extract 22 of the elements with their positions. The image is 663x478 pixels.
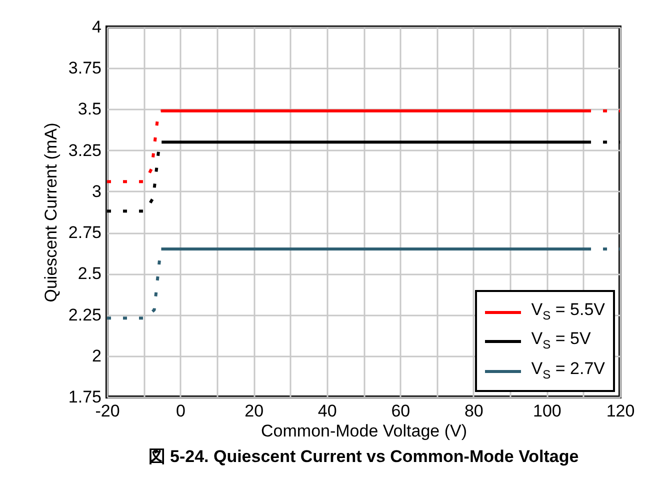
y-tick-label: 2.5 [78,264,102,284]
x-tick-label: 100 [533,402,562,420]
x-tick-label: 80 [464,402,484,420]
y-tick-label: 4 [92,18,102,36]
y-tick-label: 3.75 [68,58,102,78]
y-tick-label: 2.25 [68,305,102,324]
text: 図 5-24. Quiescent Current vs Common-Mode Voltage [148,447,579,466]
y-tick-label: 2.75 [68,223,102,242]
y-axis-title: Quiescent Current (mA) [41,122,60,302]
x-tick-label: 120 [606,402,635,420]
y-tick-label: 3 [92,182,102,201]
x-tick-label: 0 [176,402,186,420]
legend-label: V$_{S}$ = 5V [531,328,591,354]
legend-label: V$_{S}$ = 2.7V [531,358,605,383]
x-tick-label: 40 [318,402,337,420]
legend-label: V$_{S}$ = 5.5V [531,298,605,324]
y-tick-label: 3.25 [68,140,102,160]
y-tick-label: 3.5 [78,100,102,119]
y-tick-label: 2 [92,346,102,366]
x-axis-title: Common-Mode Voltage (V) [261,422,467,440]
x-tick-label: 60 [391,402,410,420]
x-tick-label: 20 [244,402,264,420]
